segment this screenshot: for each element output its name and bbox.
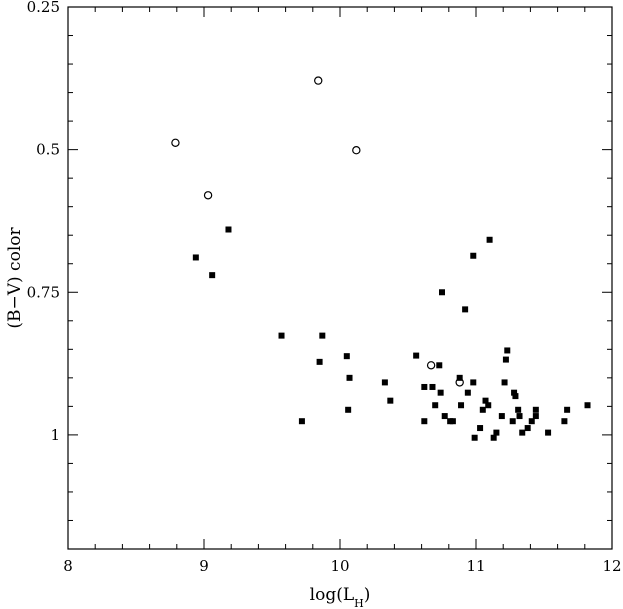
data-point-filled-square: [532, 406, 539, 413]
data-point-filled-square: [504, 347, 511, 354]
data-point-filled-square: [316, 358, 323, 365]
data-point-filled-square: [421, 383, 428, 390]
data-point-filled-square: [511, 389, 518, 396]
data-point-filled-square: [432, 402, 439, 409]
data-point-filled-square: [564, 406, 571, 413]
data-point-open-circle: [426, 361, 436, 370]
data-point-open-circle: [171, 138, 180, 147]
data-point-filled-square: [458, 402, 465, 409]
data-point-filled-square: [561, 418, 568, 425]
data-point-filled-square: [413, 352, 420, 359]
data-point-filled-square: [421, 418, 428, 425]
data-point-filled-square: [346, 374, 353, 381]
data-point-filled-square: [437, 389, 444, 396]
y-tick-label: 0.25: [27, 0, 60, 16]
data-point-filled-square: [439, 289, 445, 296]
data-point-filled-square: [519, 429, 526, 436]
data-point-filled-square: [429, 383, 436, 390]
data-point-filled-square: [532, 413, 539, 420]
data-point-filled-square: [471, 434, 478, 441]
data-point-filled-square: [278, 332, 285, 339]
data-point-filled-square: [470, 379, 477, 386]
data-point-filled-square: [545, 429, 552, 436]
data-point-open-circle: [203, 191, 213, 200]
data-point-filled-square: [482, 397, 489, 404]
x-axis-label: log(LH): [310, 585, 371, 609]
data-point-filled-square: [387, 397, 394, 404]
y-tick-label: 1: [50, 426, 60, 444]
data-point-filled-square: [345, 406, 352, 413]
y-tick-label: 0.75: [27, 283, 60, 301]
data-point-filled-square: [298, 418, 305, 425]
x-tick-label: 10: [330, 557, 349, 575]
x-tick-label: 12: [602, 557, 621, 575]
data-point-filled-square: [493, 429, 500, 436]
data-point-open-circle: [314, 76, 323, 85]
data-point-filled-square: [470, 252, 477, 259]
plot-frame: [67, 6, 613, 550]
data-point-filled-square: [381, 379, 388, 386]
data-point-filled-square: [512, 393, 519, 400]
data-point-filled-square: [343, 353, 350, 360]
data-point-filled-square: [462, 306, 469, 313]
data-point-filled-square: [490, 434, 497, 441]
y-axis-label: (B−V) color: [5, 227, 25, 329]
data-point-filled-square: [209, 272, 216, 279]
data-point-filled-square: [486, 236, 493, 243]
data-point-filled-square: [515, 406, 522, 413]
data-point-filled-square: [584, 402, 591, 409]
data-point-filled-square: [449, 418, 456, 425]
data-point-open-circle: [352, 146, 361, 155]
data-point-filled-square: [192, 254, 199, 261]
data-point-filled-square: [528, 418, 535, 425]
data-point-filled-square: [441, 413, 448, 420]
data-point-filled-square: [479, 406, 486, 413]
x-tick-label: 9: [199, 557, 209, 575]
data-point-filled-square: [485, 402, 492, 409]
data-point-filled-square: [464, 389, 471, 396]
data-point-filled-square: [501, 379, 508, 386]
data-point-filled-square: [225, 226, 232, 233]
data-point-filled-square: [498, 413, 505, 420]
data-point-filled-square: [509, 418, 516, 425]
data-point-filled-square: [502, 356, 509, 363]
data-point-filled-square: [456, 374, 463, 381]
x-tick-label: 8: [63, 557, 73, 575]
data-point-filled-square: [516, 413, 523, 420]
y-tick-label: 0.5: [36, 141, 60, 159]
x-tick-label: 11: [466, 557, 485, 575]
data-point-filled-square: [436, 362, 443, 369]
data-point-filled-square: [524, 425, 531, 432]
data-point-filled-square: [319, 332, 326, 339]
data-point-filled-square: [477, 425, 484, 432]
